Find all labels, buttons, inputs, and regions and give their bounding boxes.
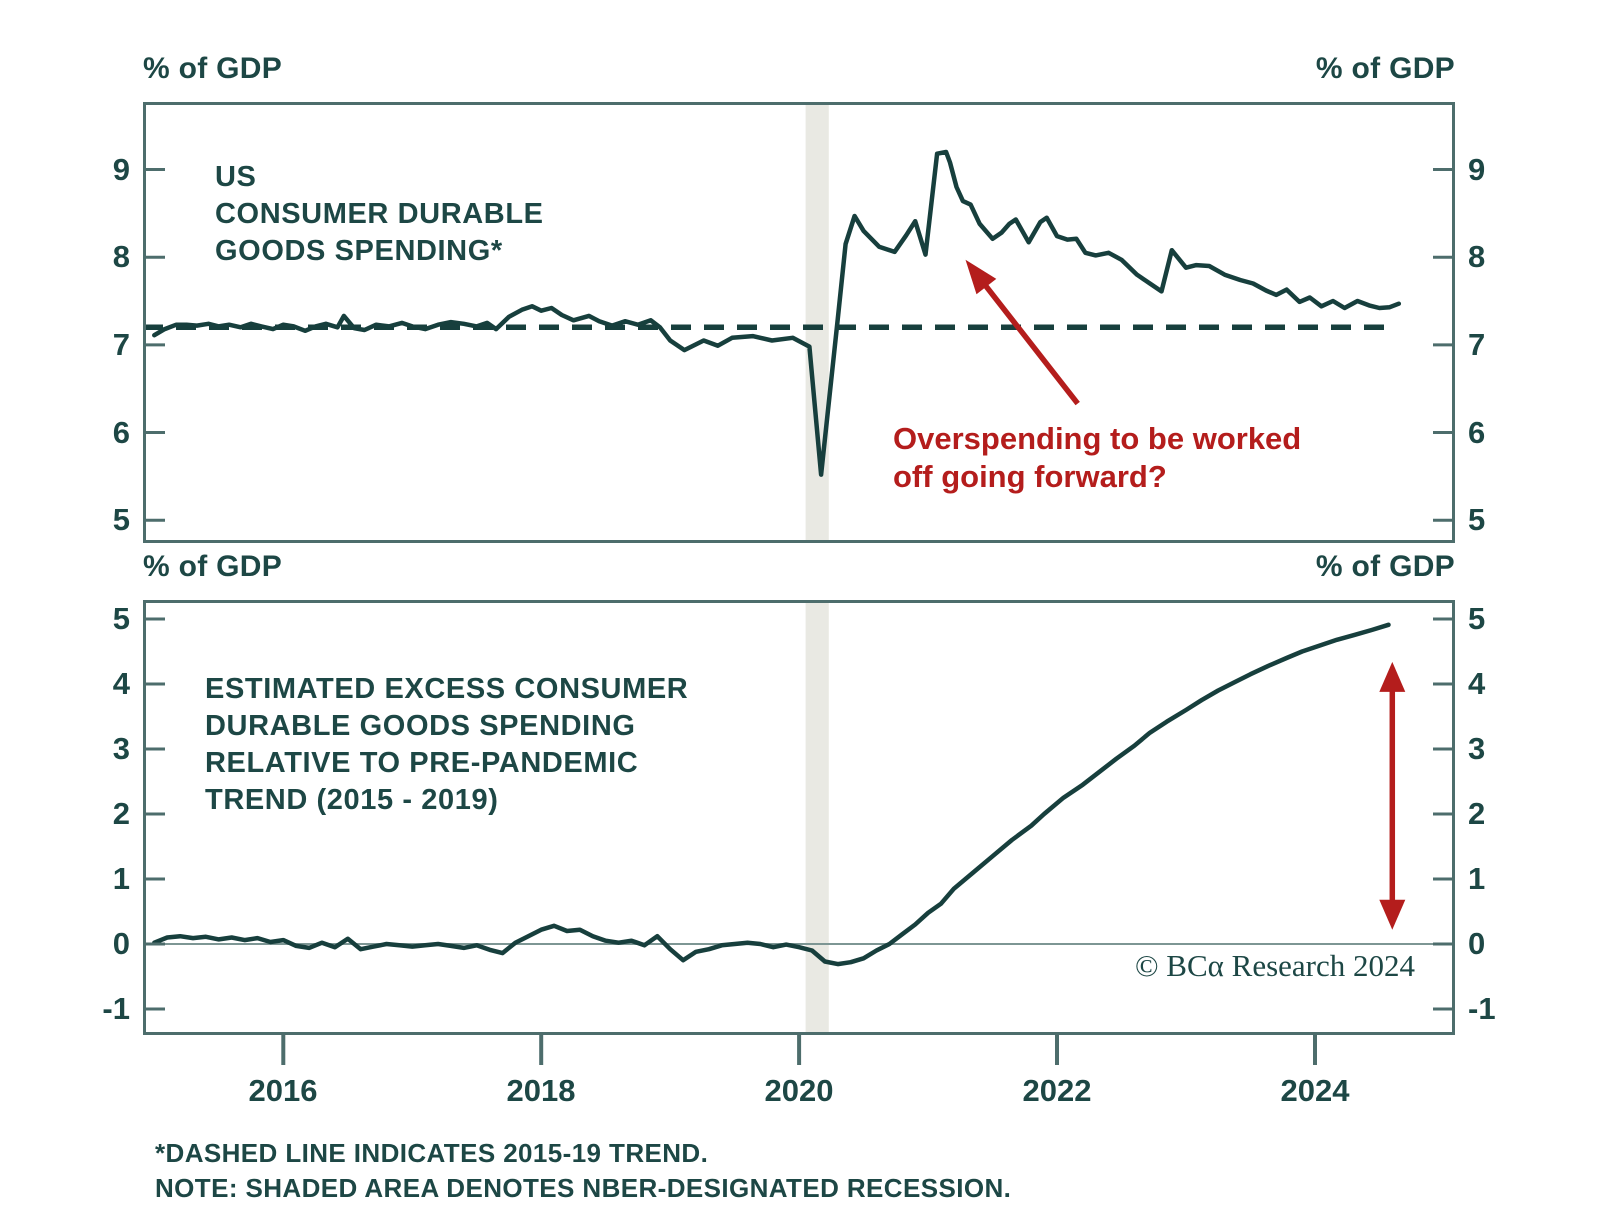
bottom-panel-title-line: RELATIVE TO PRE-PANDEMIC	[205, 747, 639, 779]
copyright-notice: © BCα Research 2024	[1135, 948, 1415, 983]
y-tick-label-left: 3	[112, 731, 130, 766]
top-panel-unit-label-left: % of GDP	[143, 52, 283, 85]
overspending-annotation-line: off going forward?	[893, 459, 1167, 494]
y-tick-label-right: -1	[1468, 991, 1496, 1026]
annotation-arrow-head	[965, 259, 997, 295]
top-panel-title: US CONSUMER DURABLE GOODS SPENDING*	[215, 159, 544, 270]
y-tick-label-right: 1	[1468, 861, 1486, 896]
y-tick-label-left: 9	[112, 152, 130, 187]
top-panel	[143, 102, 1455, 543]
top-panel-title-line: CONSUMER DURABLE	[215, 198, 544, 230]
overspending-annotation: Overspending to be worked off going forw…	[893, 420, 1301, 496]
x-tick-label: 2022	[1022, 1073, 1092, 1108]
y-tick-label-left: 8	[112, 239, 130, 274]
y-tick-label-left: -1	[102, 991, 130, 1026]
spending-line	[152, 149, 1402, 477]
y-tick-label-left: 7	[112, 327, 130, 362]
y-tick-label-left: 5	[112, 502, 130, 537]
recession-band	[805, 102, 829, 543]
top-chart-svg	[143, 102, 1455, 543]
y-tick-label-right: 8	[1468, 239, 1486, 274]
x-tick-label: 2020	[764, 1073, 834, 1108]
footnote-dashed-line: *DASHED LINE INDICATES 2015-19 TREND.	[155, 1138, 709, 1168]
y-tick-label-left: 2	[112, 796, 130, 831]
y-tick-label-right: 5	[1468, 601, 1486, 636]
gap-double-arrow-head-bottom	[1379, 899, 1406, 930]
y-tick-label-left: 0	[112, 926, 130, 961]
recession-band	[805, 600, 829, 1035]
x-tick-label: 2016	[248, 1073, 318, 1108]
annotation-arrow-shaft	[975, 274, 1080, 406]
bottom-panel-title-line: DURABLE GOODS SPENDING	[205, 710, 636, 742]
bottom-panel-title-line: TREND (2015 - 2019)	[205, 784, 499, 816]
overspending-annotation-line: Overspending to be worked	[893, 421, 1302, 456]
x-tick-label: 2024	[1280, 1073, 1350, 1108]
y-tick-label-right: 6	[1468, 415, 1486, 450]
bottom-panel-unit-label-left: % of GDP	[143, 550, 283, 583]
bottom-panel-title-line: ESTIMATED EXCESS CONSUMER	[205, 673, 689, 705]
bottom-panel	[143, 600, 1455, 1065]
y-tick-label-right: 4	[1468, 666, 1486, 701]
panel-frame	[143, 600, 1455, 1035]
y-tick-label-left: 4	[112, 666, 130, 701]
bottom-chart-svg	[143, 600, 1455, 1065]
y-tick-label-right: 0	[1468, 926, 1486, 961]
bottom-panel-unit-label-right: % of GDP	[1315, 550, 1455, 583]
y-tick-label-left: 6	[112, 415, 130, 450]
footnote-recession: NOTE: SHADED AREA DENOTES NBER-DESIGNATE…	[155, 1173, 1012, 1203]
top-panel-title-line: US	[215, 161, 257, 193]
y-tick-label-right: 5	[1468, 502, 1486, 537]
y-tick-label-left: 1	[112, 861, 130, 896]
bottom-panel-title: ESTIMATED EXCESS CONSUMER DURABLE GOODS …	[205, 671, 688, 819]
excess-spending-line	[152, 622, 1391, 967]
panel-frame	[143, 102, 1455, 543]
y-tick-label-right: 9	[1468, 152, 1486, 187]
y-tick-label-right: 2	[1468, 796, 1486, 831]
top-panel-title-line: GOODS SPENDING*	[215, 235, 503, 267]
x-tick-label: 2018	[506, 1073, 576, 1108]
gap-double-arrow-head-top	[1379, 661, 1406, 692]
y-tick-label-right: 3	[1468, 731, 1486, 766]
top-panel-unit-label-right: % of GDP	[1315, 52, 1455, 85]
y-tick-label-right: 7	[1468, 327, 1486, 362]
y-tick-label-left: 5	[112, 601, 130, 636]
